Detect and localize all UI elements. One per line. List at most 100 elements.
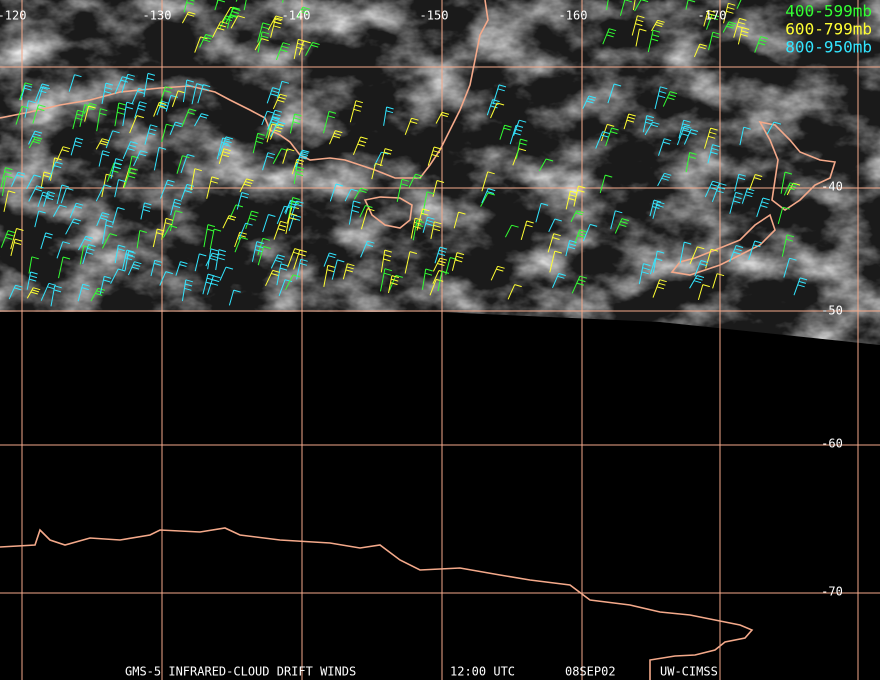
wind-barb	[410, 217, 423, 239]
wind-barb	[570, 210, 584, 223]
wind-barb	[786, 182, 801, 196]
wind-barb	[435, 111, 450, 124]
coastlines	[0, 0, 837, 680]
wind-barb	[323, 110, 337, 134]
wind-barb	[37, 86, 50, 104]
wind-barb	[276, 263, 289, 286]
wind-barb	[194, 253, 207, 272]
wind-barb	[56, 184, 69, 205]
wind-barb	[19, 82, 33, 101]
wind-barb	[582, 95, 597, 109]
wind-barb	[181, 279, 193, 302]
wind-barb	[323, 264, 335, 287]
wind-barb	[289, 113, 302, 134]
wind-barb	[110, 268, 126, 284]
wind-barb	[707, 144, 720, 164]
footer-product: GMS-5 INFRARED-CLOUD DRIFT WINDS	[125, 665, 356, 679]
wind-barb	[8, 284, 23, 300]
wind-barb	[480, 192, 496, 207]
wind-barb	[52, 204, 67, 217]
wind-barb	[140, 202, 152, 220]
wind-barb	[380, 249, 392, 273]
wind-barb	[631, 15, 645, 36]
wind-barb	[574, 229, 587, 245]
wind-barb	[711, 182, 727, 202]
tasmania-coast	[363, 196, 413, 229]
lon-label: -120	[0, 9, 26, 23]
wind-barb	[215, 249, 227, 271]
wind-barb	[84, 105, 96, 122]
wind-barb	[492, 84, 507, 105]
wind-barb	[781, 234, 795, 257]
wind-barb	[28, 256, 39, 274]
wind-barb	[777, 206, 790, 225]
wind-barb	[285, 213, 298, 234]
wind-barb	[565, 190, 578, 210]
wind-barb	[638, 263, 651, 285]
wind-barb	[15, 105, 30, 125]
wind-barb	[211, 21, 228, 38]
wind-barb	[549, 250, 562, 273]
wind-barb	[199, 34, 213, 48]
legend-entry: 600-799mb	[785, 20, 872, 39]
wind-barb	[265, 269, 280, 287]
wind-barb	[642, 115, 654, 133]
wind-barb	[128, 155, 140, 173]
wind-barb	[509, 124, 524, 145]
wind-barb	[388, 275, 400, 294]
wind-barb	[131, 87, 146, 105]
wind-barb	[10, 171, 26, 187]
wind-barb	[754, 36, 768, 53]
wind-barb	[434, 246, 448, 264]
wind-barb	[219, 136, 234, 156]
wind-barb	[236, 192, 249, 210]
legend-entry: 800-950mb	[785, 38, 872, 57]
wind-barb	[654, 86, 668, 110]
lat-labels: -40 -50 -60 -70	[821, 180, 843, 599]
wind-barb	[230, 15, 246, 29]
lon-label: -150	[420, 9, 449, 23]
footer-time: 12:00 UTC	[450, 665, 515, 679]
wind-barb	[748, 240, 762, 261]
lat-label: -50	[821, 304, 843, 318]
wind-barb	[1, 175, 13, 196]
wind-barb	[634, 0, 649, 12]
wind-barb	[573, 185, 586, 207]
wind-barb	[766, 121, 782, 135]
wind-barb	[783, 182, 798, 196]
wind-barb	[3, 190, 16, 212]
wind-barb	[291, 158, 305, 175]
wind-barb	[729, 245, 744, 263]
wind-barb	[95, 138, 110, 150]
wind-barb	[190, 168, 202, 191]
wind-barb	[383, 106, 394, 126]
wind-barb	[704, 180, 720, 198]
wind-barb	[490, 265, 505, 281]
wind-barb	[293, 166, 305, 184]
wind-barb	[159, 271, 173, 286]
wind-barb	[582, 223, 598, 242]
wind-barb	[507, 284, 522, 300]
wind-barb	[28, 136, 43, 149]
wind-barb	[257, 22, 270, 43]
wind-barb	[793, 277, 808, 296]
wind-barb	[24, 100, 36, 118]
wind-barb	[404, 251, 418, 274]
wind-barb	[161, 123, 174, 143]
wind-barb	[183, 0, 195, 13]
wind-barb	[547, 233, 561, 253]
wind-barb	[182, 79, 194, 103]
wind-barb	[451, 252, 465, 271]
wind-barb	[652, 250, 665, 273]
wind-barb	[127, 261, 142, 276]
wind-barb	[689, 275, 705, 289]
wind-barb	[741, 188, 755, 204]
wind-barb	[712, 273, 725, 289]
wind-barb	[276, 80, 290, 98]
wind-barb	[228, 289, 241, 306]
wind-barb	[605, 127, 619, 147]
wind-barb	[737, 27, 750, 45]
wind-barb	[571, 275, 588, 294]
wind-barb	[133, 150, 148, 167]
wind-barb	[416, 208, 430, 231]
